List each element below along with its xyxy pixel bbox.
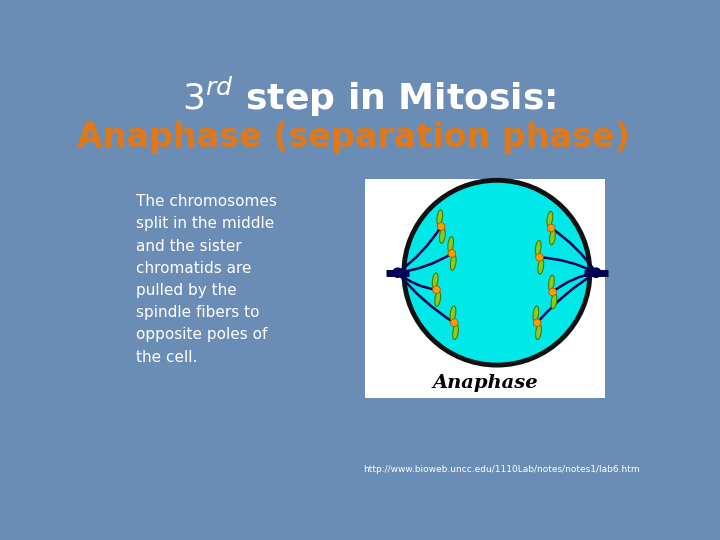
Text: The chromosomes
split in the middle
and the sister
chromatids are
pulled by the
: The chromosomes split in the middle and …	[137, 194, 277, 364]
Ellipse shape	[437, 210, 443, 225]
Circle shape	[547, 224, 555, 232]
Ellipse shape	[432, 273, 438, 288]
Circle shape	[448, 249, 456, 257]
Circle shape	[393, 268, 402, 278]
Text: $3^{rd}$ step in Mitosis:: $3^{rd}$ step in Mitosis:	[182, 75, 556, 119]
Text: http://www.bioweb.uncc.edu/1110Lab/notes/notes1/lab6.htm: http://www.bioweb.uncc.edu/1110Lab/notes…	[364, 465, 640, 475]
Text: Anaphase (separation phase): Anaphase (separation phase)	[77, 122, 630, 154]
Ellipse shape	[549, 275, 554, 291]
Circle shape	[549, 288, 557, 296]
Ellipse shape	[448, 237, 454, 252]
Circle shape	[591, 268, 600, 278]
Bar	[365, 179, 606, 398]
Circle shape	[404, 180, 590, 365]
Ellipse shape	[535, 240, 541, 256]
Ellipse shape	[538, 259, 544, 274]
Ellipse shape	[435, 291, 441, 306]
Ellipse shape	[533, 306, 539, 321]
Ellipse shape	[439, 228, 445, 244]
Circle shape	[534, 319, 541, 327]
Ellipse shape	[551, 293, 557, 309]
Ellipse shape	[536, 324, 541, 340]
Circle shape	[451, 319, 458, 327]
Circle shape	[437, 222, 445, 231]
Ellipse shape	[450, 255, 456, 270]
Ellipse shape	[453, 324, 459, 340]
Circle shape	[536, 253, 544, 261]
Ellipse shape	[450, 306, 456, 321]
Ellipse shape	[549, 230, 555, 245]
Ellipse shape	[547, 211, 553, 226]
Circle shape	[433, 286, 441, 294]
Text: Anaphase: Anaphase	[433, 374, 538, 392]
